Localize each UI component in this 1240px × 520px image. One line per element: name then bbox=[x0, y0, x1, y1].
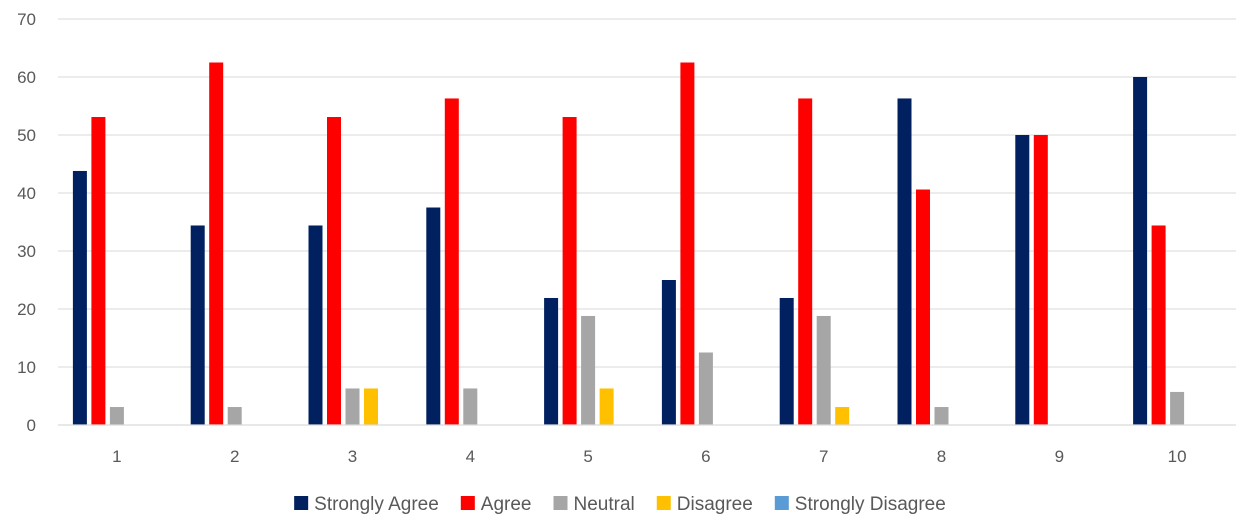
gridlines bbox=[58, 18, 1236, 368]
bar-strongly-agree-7 bbox=[779, 297, 794, 425]
y-tick-label: 50 bbox=[17, 126, 36, 145]
legend-swatch bbox=[294, 496, 309, 510]
bar-strongly-agree-1 bbox=[72, 170, 87, 425]
y-tick-label: 30 bbox=[17, 242, 36, 261]
legend-label: Disagree bbox=[677, 494, 753, 515]
y-tick-label: 60 bbox=[17, 68, 36, 87]
y-axis-ticks: 0 10 20 30 40 50 60 70 bbox=[17, 10, 36, 435]
x-tick-label: 9 bbox=[1055, 447, 1064, 466]
legend-swatch bbox=[553, 496, 568, 510]
legend-swatch bbox=[460, 496, 475, 510]
bar-strongly-agree-2 bbox=[190, 225, 205, 425]
bar-strongly-agree-9 bbox=[1015, 135, 1030, 425]
bar-agree-7 bbox=[798, 98, 813, 426]
legend-swatch bbox=[774, 496, 789, 510]
bar-disagree-5 bbox=[599, 388, 614, 425]
x-tick-label: 8 bbox=[937, 447, 946, 466]
bar-strongly-agree-3 bbox=[308, 225, 323, 425]
bar-strongly-agree-4 bbox=[426, 207, 441, 425]
bar-disagree-7 bbox=[835, 407, 850, 425]
bar-strongly-agree-8 bbox=[897, 98, 912, 426]
bar-neutral-6 bbox=[698, 352, 713, 425]
bar-disagree-3 bbox=[364, 388, 378, 425]
legend-label: Neutral bbox=[574, 494, 635, 515]
legend-item-strongly-disagree: Strongly Disagree bbox=[774, 494, 946, 515]
bar-strongly-agree-6 bbox=[661, 280, 676, 425]
x-tick-label: 4 bbox=[466, 447, 475, 466]
bars bbox=[72, 62, 1185, 426]
bar-neutral-5 bbox=[581, 315, 596, 425]
bar-agree-5 bbox=[562, 117, 577, 426]
bar-agree-4 bbox=[444, 98, 459, 426]
x-tick-label: 7 bbox=[819, 447, 828, 466]
bar-strongly-agree-5 bbox=[544, 297, 559, 425]
x-axis-ticks: 1 2 3 4 5 6 7 8 9 10 bbox=[112, 447, 1186, 466]
bar-agree-10 bbox=[1151, 225, 1166, 425]
bar-neutral-8 bbox=[934, 407, 949, 425]
legend-item-disagree: Disagree bbox=[656, 494, 753, 515]
legend: Strongly Agree Agree Neutral Disagree Strong… bbox=[294, 494, 946, 515]
bar-agree-6 bbox=[680, 62, 695, 425]
bar-agree-9 bbox=[1033, 135, 1048, 425]
legend-label: Strongly Disagree bbox=[795, 494, 946, 515]
legend-label: Strongly Agree bbox=[314, 494, 439, 515]
bar-neutral-3 bbox=[345, 388, 360, 425]
x-tick-label: 10 bbox=[1168, 447, 1187, 466]
x-tick-label: 6 bbox=[701, 447, 710, 466]
legend-label: Agree bbox=[481, 494, 532, 515]
legend-item-agree: Agree bbox=[460, 494, 532, 515]
x-tick-label: 5 bbox=[583, 447, 592, 466]
x-tick-label: 2 bbox=[230, 447, 239, 466]
bar-neutral-4 bbox=[463, 388, 478, 425]
y-tick-label: 20 bbox=[17, 300, 36, 319]
y-tick-label: 10 bbox=[17, 358, 36, 377]
legend-item-strongly-agree: Strongly Agree bbox=[294, 494, 439, 515]
bar-neutral-10 bbox=[1170, 391, 1185, 425]
bar-agree-2 bbox=[209, 62, 224, 425]
bar-agree-3 bbox=[327, 117, 341, 426]
bar-neutral-2 bbox=[227, 407, 242, 425]
x-tick-label: 1 bbox=[112, 447, 121, 466]
bar-agree-8 bbox=[916, 189, 930, 425]
bar-agree-1 bbox=[91, 117, 106, 426]
y-tick-label: 40 bbox=[17, 184, 36, 203]
y-tick-label: 0 bbox=[27, 416, 36, 435]
legend-swatch bbox=[656, 496, 671, 510]
x-tick-label: 3 bbox=[348, 447, 357, 466]
bar-neutral-1 bbox=[109, 407, 124, 425]
bar-strongly-agree-10 bbox=[1133, 77, 1148, 425]
bar-neutral-7 bbox=[816, 315, 831, 425]
y-tick-label: 70 bbox=[17, 10, 36, 29]
legend-item-neutral: Neutral bbox=[553, 494, 635, 515]
